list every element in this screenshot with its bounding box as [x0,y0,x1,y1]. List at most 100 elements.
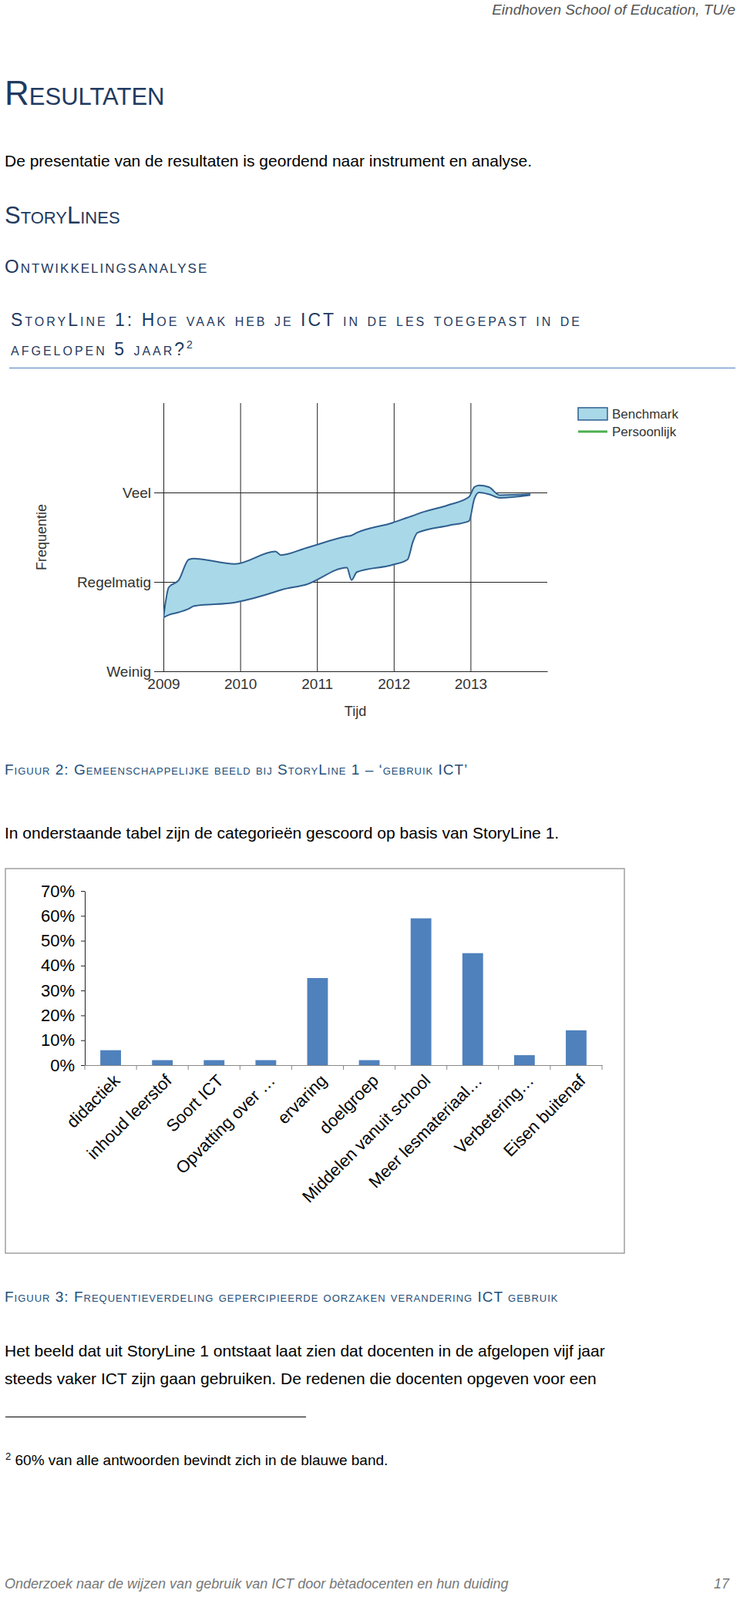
legend-swatch [578,430,608,434]
y-axis-tick-label: 50% [40,931,75,951]
x-axis-tick-label: 2013 [454,676,488,693]
body-text: Het beeld dat uit StoryLine 1 ontstaat l… [4,1342,606,1361]
y-axis-tick-line [80,990,85,992]
y-axis: Weinig Regelmatig Veel [77,403,548,680]
x-axis-tick-label: 2010 [224,676,257,693]
y-axis-tick: 10% [40,1030,85,1050]
page-number: 17 [713,1576,730,1593]
y-axis-tick: 60% [40,906,85,926]
plot-marks [163,485,530,619]
x-axis-title: Tijd [344,703,367,720]
x-axis-tick-line [470,403,471,672]
y-axis: 0% 10% 20% 30% 40% 50% 60% 70% [40,881,86,1076]
bar [514,1055,535,1066]
x-axis-tick: Eisen buitenaf [499,1070,590,1161]
bar [100,1050,122,1066]
y-axis-tick-label: 30% [40,981,75,1001]
y-axis-tick-label: Weinig [106,663,152,680]
x-axis-tick-label: Eisen buitenaf [499,1070,590,1161]
x-axis-divider [188,1065,189,1070]
x-axis-tick: Opvatting over … [171,1070,280,1178]
x-axis-tick-line [316,403,318,672]
y-axis-tick-line [80,891,85,892]
legend-item: Benchmark [578,407,679,422]
footnote: 2 60% van alle antwoorden bevindt zich i… [5,1450,388,1470]
x-axis-tick-label: 2011 [301,676,333,693]
y-axis-tick: 0% [50,1056,85,1076]
x-axis-tick-line [240,403,242,672]
section-title: Resultaten [4,74,165,113]
heading-text: StoryLine 1: Hoe vaak heb je ICT in de l… [10,309,582,330]
y-axis-tick-label: 70% [40,881,75,902]
y-axis-title: Frequentie [33,504,50,571]
y-axis-tick-line [80,965,85,967]
y-axis-line [163,403,165,673]
bar [359,1060,381,1066]
y-axis-tick-line [80,1040,85,1042]
x-axis: 2009 2010 2011 2012 2013 [147,403,548,693]
x-axis-divider [84,1065,86,1070]
subsubsection-title: Ontwikkelingsanalyse [4,255,209,278]
page-footer: Onderzoek naar de wijzen van gebruik van… [4,1576,508,1593]
y-axis-tick-label: 40% [40,955,75,976]
y-axis-tick-line [80,941,85,942]
x-axis-tick-label: 2009 [147,676,180,693]
x-axis-divider [394,1065,396,1070]
bar [203,1060,225,1066]
y-axis-tick-line [80,1065,85,1067]
y-axis-tick: 30% [40,981,85,1001]
subsection-title: StoryLines [4,201,121,230]
heading-rule [9,367,736,369]
x-axis-tick-label: inhoud leerstof [83,1070,176,1164]
x-axis-tick-label: Opvatting over … [171,1070,280,1178]
x-axis-divider [136,1065,138,1070]
x-axis-divider [549,1065,551,1070]
heading-line: afgelopen 5 jaar?2 [10,338,196,360]
x-axis-tick: 2013 [454,403,488,693]
bar [255,1060,276,1066]
x-axis-divider [446,1065,448,1070]
intro-text: De presentatie van de resultaten is geor… [4,151,532,171]
footnote-rule [5,1416,307,1418]
legend-swatch [578,407,608,421]
page-header: Eindhoven School of Education, TU/e [491,1,736,19]
bar [307,978,329,1066]
legend: Benchmark Persoonlijk [578,407,679,440]
legend-label: Persoonlijk [612,424,677,440]
body-text: steeds vaker ICT zijn gaan gebruiken. De… [4,1369,597,1389]
chart-frame [5,868,625,1254]
y-axis-tick-label: 10% [40,1030,75,1050]
x-axis-line [164,671,549,673]
y-axis-tick-label: 60% [40,906,75,926]
bar [151,1060,173,1066]
bar [410,918,432,1066]
x-axis-tick-label: 2012 [377,676,411,693]
y-axis-tick-label: 20% [40,1005,75,1026]
x-axis-tick: 2009 [147,403,180,693]
x-axis-divider [239,1065,241,1070]
footnote-number: 2 [5,1450,11,1463]
x-axis-divider [602,1065,603,1070]
band-area [163,485,530,619]
chart-1: 0% 10% 20% 30% 40% 50% 60% 70% didactiekinhoud l… [0,863,633,1261]
bar [462,953,484,1066]
chart-0: Weinig Regelmatig Veel 2009 2010 2011 2012 2013… [0,385,740,733]
x-axis-tick: inhoud leerstof [83,1070,176,1164]
x-axis-tick: 2010 [224,403,257,693]
y-axis-tick-line [154,671,548,673]
y-axis-tick: 50% [40,931,85,951]
footnote-ref: 2 [186,338,196,351]
x-axis: didactiekinhoud leerstofSoort ICTOpvatti… [62,1065,603,1207]
y-axis-line [84,891,86,1067]
y-axis-tick-label: 0% [50,1056,75,1076]
y-axis-tick-label: Veel [122,484,152,502]
heading-text: afgelopen 5 jaar? [10,339,187,360]
x-axis-divider [291,1065,293,1070]
y-axis-tick-label: Regelmatig [77,574,152,591]
bar [565,1030,587,1066]
figure-caption: Figuur 3: Frequentieverdeling gepercipie… [4,1288,559,1306]
x-axis-tick-line [163,403,165,672]
footnote-text: 60% van alle antwoorden bevindt zich in … [10,1452,388,1469]
y-axis-tick-line [80,1015,85,1016]
legend-item: Persoonlijk [578,424,677,440]
